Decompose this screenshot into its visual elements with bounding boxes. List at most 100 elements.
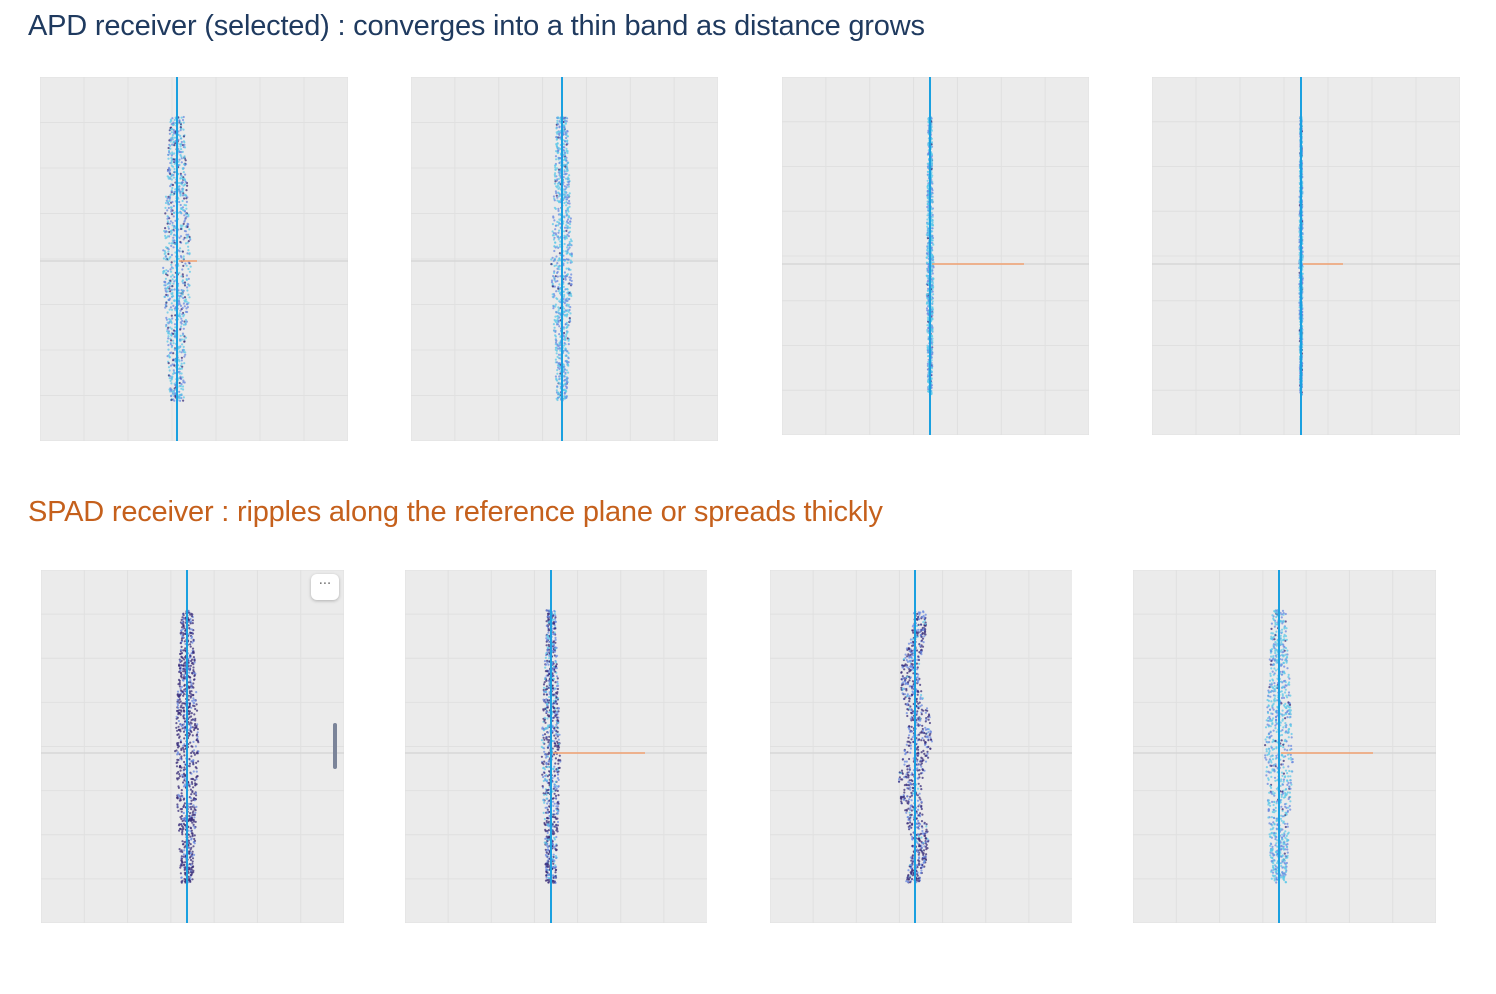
point [542,736,545,739]
point [184,242,188,245]
apd-plot-3[interactable] [782,77,1089,435]
point [177,758,180,762]
point [568,297,571,301]
point [556,372,559,375]
point [183,690,186,693]
point [170,345,173,349]
point [170,164,173,167]
point [180,652,184,655]
point [174,326,177,329]
point [174,750,177,753]
point [179,255,182,258]
point [184,180,187,183]
point [184,632,187,635]
spad-plot-2[interactable] [405,570,707,923]
point [553,271,556,274]
point [186,241,189,244]
point [196,735,199,738]
point [543,733,547,736]
scroll-handle[interactable] [333,723,337,769]
point [189,806,192,809]
point [551,256,554,259]
point [184,866,187,869]
point [168,287,171,290]
point [557,191,560,194]
point [179,850,182,853]
point [196,731,199,734]
point [562,297,565,301]
point [562,344,566,347]
point [169,337,172,340]
point [543,801,546,804]
point [559,383,562,386]
point [192,770,195,773]
point [171,183,175,187]
point [182,345,185,348]
point [173,190,176,193]
point [565,214,568,217]
apd-plot-1-canvas [40,77,348,441]
point [565,335,568,338]
point [190,781,193,784]
point [166,197,169,200]
point [183,723,186,726]
point [184,861,187,864]
point [190,777,193,781]
point [570,294,573,298]
point [180,383,183,386]
point [557,231,560,234]
point [168,197,171,200]
point [181,268,184,271]
point [194,766,197,769]
point [189,855,192,858]
point [195,709,199,712]
point [191,835,194,838]
point [555,378,558,381]
point [566,261,569,264]
point [194,820,197,823]
point [173,299,176,302]
point [182,679,185,682]
point [192,749,196,752]
point [555,856,558,860]
point [563,118,566,122]
point [181,775,184,778]
point [179,309,182,312]
point [191,694,194,697]
point [168,355,171,359]
point [931,330,934,333]
point [565,321,568,324]
apd-plot-2[interactable] [411,77,718,441]
point [926,248,929,252]
more-horizontal-icon[interactable]: ··· [311,574,339,600]
point [192,823,195,826]
point [194,717,197,720]
apd-plot-1[interactable] [40,77,348,441]
point [173,162,176,165]
point [558,133,561,137]
apd-plot-4[interactable] [1152,77,1460,435]
point [558,243,561,246]
point [192,786,195,789]
point [189,741,192,744]
point [557,366,560,369]
point [171,363,174,366]
point [187,850,191,853]
point [172,352,175,355]
point [558,377,561,380]
point [186,286,189,289]
point [166,209,169,212]
point [171,143,174,146]
point [190,808,193,811]
point [164,277,167,280]
point [171,267,175,270]
point [178,271,181,274]
point [179,235,183,238]
point [564,354,567,357]
point [545,819,548,823]
spad-plot-1[interactable]: ··· [41,570,344,923]
point [931,277,934,280]
point [557,762,560,765]
point [190,829,193,832]
point [166,175,169,178]
